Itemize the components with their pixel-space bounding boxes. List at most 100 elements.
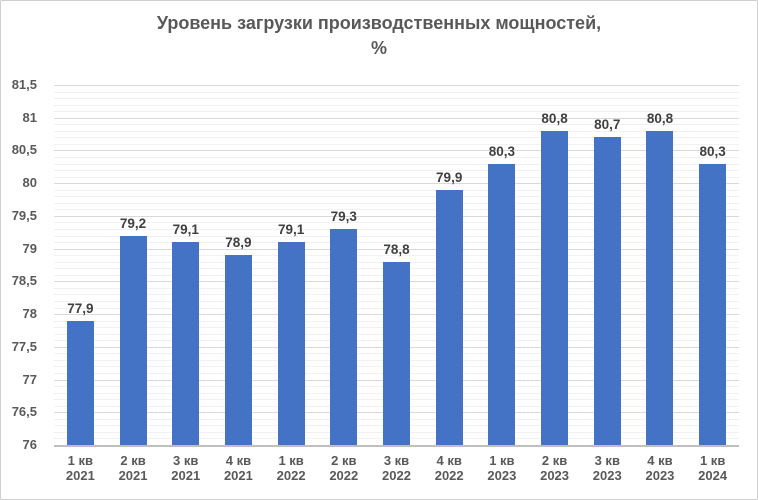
major-gridline (54, 150, 739, 152)
x-tick-label-quarter: 1 кв (489, 453, 515, 468)
minor-gridline (54, 209, 739, 211)
x-tick-label-quarter: 4 кв (225, 453, 252, 468)
minor-gridline (54, 229, 739, 230)
minor-gridline (54, 170, 739, 172)
x-tick-label-year: 2021 (223, 468, 253, 483)
x-tick-label: 2 кв 2021 (107, 453, 160, 483)
x-tick-label: 2 кв 2023 (528, 453, 581, 483)
bar (699, 163, 727, 445)
x-tick-label-year: 2022 (329, 468, 359, 483)
x-tick-label-year: 2023 (487, 468, 517, 483)
bar-value-label: 80,8 (541, 110, 568, 126)
x-tick-label-year: 2022 (434, 468, 464, 483)
minor-gridline (54, 143, 739, 145)
major-gridline (54, 215, 739, 217)
plot-area: 77,9 79,2 79,1 78,9 79,1 79,3 78,8 79,9 80,3 80,8… (54, 85, 739, 447)
bar-value-label: 79,2 (119, 215, 147, 231)
x-tick-label-year: 2021 (118, 468, 148, 483)
y-tick-label: 80,5 (11, 142, 37, 158)
bar-value-label: 80,3 (699, 143, 726, 159)
x-tick-label: 3 кв 2022 (370, 453, 423, 483)
x-tick-label-quarter: 3 кв (594, 453, 620, 468)
x-tick-label-quarter: 3 кв (173, 453, 199, 468)
minor-gridline (54, 111, 739, 113)
bar-value-label: 80,8 (646, 110, 674, 126)
bar-value-label: 79,1 (172, 222, 199, 238)
bar (224, 255, 252, 445)
bar-value-label: 78,8 (383, 241, 410, 257)
x-tick-label-quarter: 4 кв (436, 453, 462, 468)
minor-gridline (54, 222, 739, 224)
minor-gridline (54, 91, 739, 93)
x-tick-label: 4 кв 2023 (634, 453, 687, 483)
bar (383, 261, 410, 445)
major-gridline (54, 117, 739, 119)
bar (119, 235, 147, 445)
bar (330, 229, 358, 445)
chart-title-line-2: % (370, 38, 387, 58)
x-tick-label: 3 кв 2023 (581, 453, 634, 483)
y-tick-label: 79,5 (11, 207, 37, 223)
minor-gridline (54, 98, 739, 100)
minor-gridline (54, 196, 739, 198)
y-tick-label: 78,5 (11, 273, 37, 289)
x-tick-label-year: 2022 (382, 468, 411, 483)
bar (541, 130, 569, 445)
bar (593, 137, 621, 445)
x-tick-label-quarter: 2 кв (331, 453, 357, 468)
minor-gridline (54, 163, 739, 165)
y-tick-label: 77,5 (11, 338, 37, 354)
x-tick-label: 1 кв 2022 (265, 453, 318, 483)
x-tick-label-year: 2023 (540, 468, 570, 483)
bar (435, 189, 463, 445)
x-tick-label-quarter: 1 кв (67, 453, 94, 468)
minor-gridline (54, 189, 739, 191)
x-tick-label: 4 кв 2022 (423, 453, 476, 483)
x-tick-label: 1 кв 2021 (54, 453, 107, 483)
minor-gridline (54, 124, 739, 126)
y-tick-label: 81,5 (11, 77, 37, 92)
bar (646, 130, 674, 445)
x-tick-label: 2 кв 2022 (317, 453, 370, 483)
y-tick-label: 78 (22, 306, 37, 322)
chart-title: Уровень загрузки производственных мощнос… (1, 11, 757, 61)
y-tick-label: 76 (22, 437, 37, 452)
x-tick-label-quarter: 3 кв (383, 453, 410, 468)
bar-value-label: 77,9 (67, 300, 94, 316)
bar-value-label: 80,7 (594, 117, 621, 133)
minor-gridline (54, 130, 739, 132)
bar (488, 163, 516, 445)
minor-gridline (54, 104, 739, 106)
minor-gridline (54, 176, 739, 178)
y-tick-label: 77 (22, 371, 37, 387)
x-tick-label: 4 кв 2021 (212, 453, 265, 483)
x-tick-label-year: 2023 (645, 468, 675, 483)
x-tick-label: 1 кв 2024 (686, 453, 739, 483)
y-tick-label: 79 (22, 240, 37, 256)
x-tick-label-quarter: 4 кв (647, 453, 673, 468)
x-tick-label-quarter: 1 кв (278, 453, 304, 468)
minor-gridline (54, 157, 739, 158)
bar-value-label: 80,3 (488, 143, 516, 159)
x-tick-label-year: 2023 (592, 468, 622, 483)
x-tick-label-quarter: 2 кв (541, 453, 568, 468)
x-tick-label-year: 2022 (276, 468, 306, 483)
x-tick-label-year: 2021 (171, 468, 201, 483)
x-tick-label: 3 кв 2021 (159, 453, 212, 483)
bar-value-label: 79,9 (436, 169, 463, 185)
x-tick-label-quarter: 1 кв (699, 453, 726, 468)
bar (172, 242, 200, 445)
bar (66, 320, 94, 445)
bar-value-label: 79,3 (330, 209, 357, 224)
bar (277, 242, 305, 445)
major-gridline (54, 85, 739, 86)
major-gridline (54, 183, 739, 185)
y-tick-label: 76,5 (11, 404, 37, 420)
minor-gridline (54, 255, 739, 257)
x-tick-label-year: 2021 (65, 468, 95, 483)
minor-gridline (54, 235, 739, 237)
x-tick-label: 1 кв 2023 (476, 453, 529, 483)
minor-gridline (54, 137, 739, 139)
y-tick-label: 80 (22, 175, 37, 191)
